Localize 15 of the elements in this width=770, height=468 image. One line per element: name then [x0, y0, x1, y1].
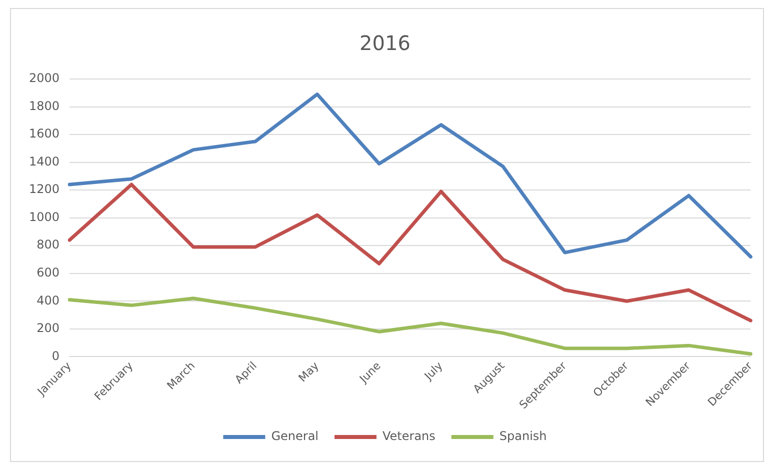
y-tick-label: 1200: [28, 182, 60, 196]
y-tick-label: 800: [36, 238, 60, 252]
y-tick-label: 1600: [28, 126, 60, 141]
y-tick-label: 600: [36, 265, 60, 280]
chart-title: 2016: [360, 31, 410, 56]
y-tick-label: 400: [36, 293, 60, 308]
y-tick-label: 1000: [28, 210, 60, 224]
legend-label: General: [271, 429, 319, 444]
legend-label: Veterans: [382, 429, 436, 444]
y-tick-label: 1400: [28, 154, 60, 168]
y-tick-label: 200: [36, 321, 60, 336]
legend-label: Spanish: [499, 429, 547, 444]
y-tick-label: 2000: [28, 71, 60, 86]
y-tick-label: 1800: [28, 98, 60, 113]
y-tick-label: 0: [52, 348, 60, 363]
